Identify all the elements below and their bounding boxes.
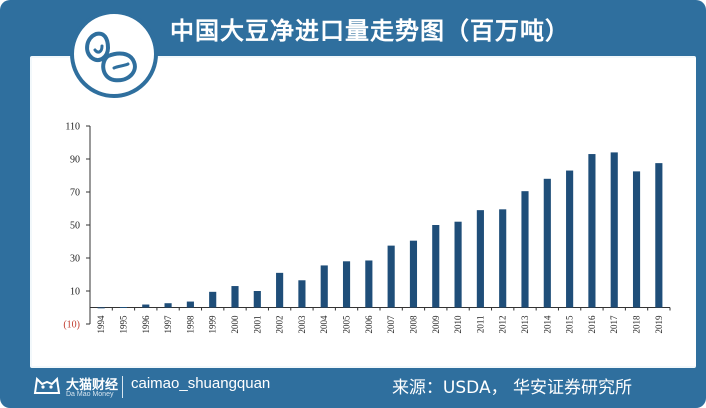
bar	[499, 209, 507, 308]
bar	[97, 307, 105, 309]
x-tick-label: 2006	[364, 315, 374, 334]
bar	[342, 261, 351, 308]
x-tick-label: 2002	[275, 316, 285, 334]
brand-name: 大猫财经	[66, 378, 119, 393]
x-tick-label: 1994	[96, 315, 106, 334]
x-tick-label: 2013	[520, 315, 530, 334]
bar	[298, 280, 306, 308]
bar	[588, 154, 596, 308]
x-tick-label: 2009	[431, 315, 441, 334]
bar	[476, 210, 484, 308]
bar	[186, 301, 194, 308]
x-tick-label: 1998	[185, 315, 195, 334]
x-tick-label: 1999	[208, 315, 218, 334]
bar	[521, 191, 529, 308]
y-tick-label: (10)	[63, 320, 80, 331]
bar	[253, 291, 261, 308]
account-handle: caimao_shuangquan	[131, 375, 271, 392]
bar	[231, 286, 239, 308]
chart-title: 中国大豆净进口量走势图（百万吨）	[170, 17, 570, 45]
x-tick-label: 2015	[565, 315, 575, 334]
x-tick-label: 1996	[141, 315, 151, 334]
x-tick-label: 2012	[498, 316, 508, 334]
bar	[365, 260, 373, 308]
chart-area: 110 90 70 50 30 10 (10) 1994 1995 1996 1997 1998 199…	[32, 58, 696, 366]
header-logo	[70, 10, 158, 98]
x-tick-label: 2018	[632, 315, 642, 334]
x-tick-label: 2001	[252, 316, 262, 334]
bar	[432, 225, 440, 308]
brand-name-en: Da Mao Money	[66, 391, 114, 398]
x-tick-label: 2016	[587, 315, 597, 334]
x-tick-label: 2014	[542, 315, 552, 334]
x-tick-label: 2011	[475, 316, 485, 334]
y-tick-label: 30	[70, 254, 80, 265]
bar	[320, 265, 328, 308]
y-tick-label: 90	[70, 155, 80, 166]
bar	[566, 170, 574, 308]
bar	[655, 163, 663, 308]
bar	[543, 178, 551, 308]
x-tick-label: 1995	[118, 315, 128, 334]
footer-divider	[122, 376, 123, 398]
bar	[209, 291, 217, 308]
bar	[387, 245, 395, 308]
footer: 大猫财经 Da Mao Money caimao_shuangquan 来源：U…	[0, 370, 706, 408]
x-tick-label: 2019	[654, 315, 664, 334]
x-tick-label: 2007	[386, 315, 396, 334]
bar	[610, 152, 618, 308]
x-tick-label: 2004	[319, 315, 329, 334]
cat-icon	[33, 376, 61, 394]
x-tick-label: 2005	[342, 315, 352, 334]
y-tick-label: 10	[70, 287, 80, 298]
y-tick-label: 110	[65, 122, 80, 133]
source-note: 来源：USDA， 华安证券研究所	[391, 378, 632, 398]
bar	[409, 240, 418, 308]
bar	[454, 221, 462, 308]
x-tick-label: 2003	[297, 315, 307, 334]
bar-chart: 110 90 70 50 30 10 (10) 1994 1995 1996 1997 1998 199…	[63, 122, 671, 334]
bar	[276, 272, 284, 308]
x-tick-label: 2010	[453, 315, 463, 334]
y-tick-label: 70	[70, 188, 80, 199]
y-tick-label: 50	[70, 221, 80, 232]
bar	[142, 304, 150, 308]
bar	[119, 307, 128, 309]
soybean-icon	[85, 31, 137, 83]
x-tick-label: 2017	[609, 315, 619, 334]
x-tick-label: 2008	[408, 315, 418, 334]
x-tick-label: 1997	[163, 315, 173, 334]
bar	[164, 303, 172, 308]
bar	[632, 171, 641, 308]
x-tick-label: 2000	[230, 315, 240, 334]
